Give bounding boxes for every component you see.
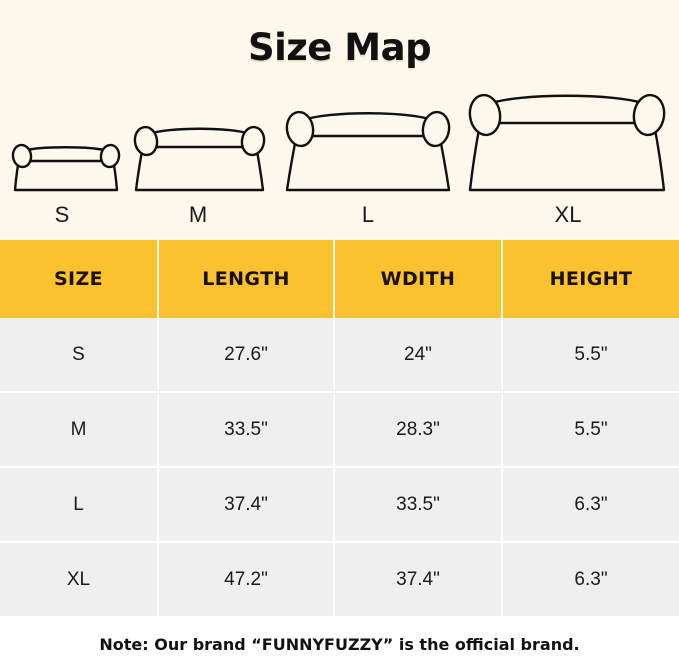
table-row: L 37.4" 33.5" 6.3": [0, 467, 679, 543]
bed-size-label-l: L: [361, 202, 375, 227]
bed-size-label-xl: XL: [554, 202, 582, 227]
column-header-length: LENGTH: [158, 240, 335, 318]
cell-size: S: [0, 318, 159, 393]
cell-width: 37.4": [334, 542, 503, 616]
table-row: S 27.6" 24" 5.5": [0, 318, 679, 393]
pet-bed-icon: [280, 98, 456, 198]
page-title: Size Map: [247, 26, 432, 69]
pet-bed-icon: [462, 80, 672, 198]
table-row: XL 47.2" 37.4" 6.3": [0, 542, 679, 616]
cell-size: XL: [0, 542, 159, 616]
pet-bed-illustration-l: [280, 98, 456, 198]
bed-size-label-group: S M L XL: [0, 202, 679, 232]
cell-length: 37.4": [158, 467, 335, 543]
column-header-size: SIZE: [0, 240, 159, 318]
column-header-width: WDITH: [334, 240, 503, 318]
cell-width: 28.3": [334, 392, 503, 468]
cell-height: 5.5": [502, 392, 679, 468]
cell-height: 6.3": [502, 542, 679, 616]
bed-size-label-m: M: [188, 202, 208, 227]
pet-bed-illustration-m: [130, 116, 270, 198]
cell-length: 33.5": [158, 392, 335, 468]
table-row: M 33.5" 28.3" 5.5": [0, 392, 679, 468]
bed-size-label-s: S: [54, 202, 70, 227]
pet-bed-icon: [130, 116, 270, 198]
size-map-hero: Size Map: [0, 0, 679, 240]
size-table-header: SIZE LENGTH WDITH HEIGHT: [0, 240, 679, 318]
cell-size: M: [0, 392, 159, 468]
footer-note: Note: Our brand “FUNNYFUZZY” is the offi…: [0, 618, 679, 671]
cell-height: 6.3": [502, 467, 679, 543]
cell-height: 5.5": [502, 318, 679, 393]
bed-illustration-group: [0, 78, 679, 198]
size-table-body: S 27.6" 24" 5.5" M 33.5" 28.3" 5.5" L 37…: [0, 318, 679, 616]
column-header-height: HEIGHT: [502, 240, 679, 318]
cell-width: 24": [334, 318, 503, 393]
brand-note-text: Note: Our brand “FUNNYFUZZY” is the offi…: [99, 635, 580, 654]
cell-width: 33.5": [334, 467, 503, 543]
cell-size: L: [0, 467, 159, 543]
pet-bed-illustration-xl: [462, 80, 672, 198]
pet-bed-illustration-s: [8, 136, 124, 198]
cell-length: 47.2": [158, 542, 335, 616]
size-table: SIZE LENGTH WDITH HEIGHT S 27.6" 24" 5.5…: [0, 240, 679, 616]
pet-bed-icon: [8, 136, 124, 198]
cell-length: 27.6": [158, 318, 335, 393]
table-header-row: SIZE LENGTH WDITH HEIGHT: [0, 240, 679, 318]
